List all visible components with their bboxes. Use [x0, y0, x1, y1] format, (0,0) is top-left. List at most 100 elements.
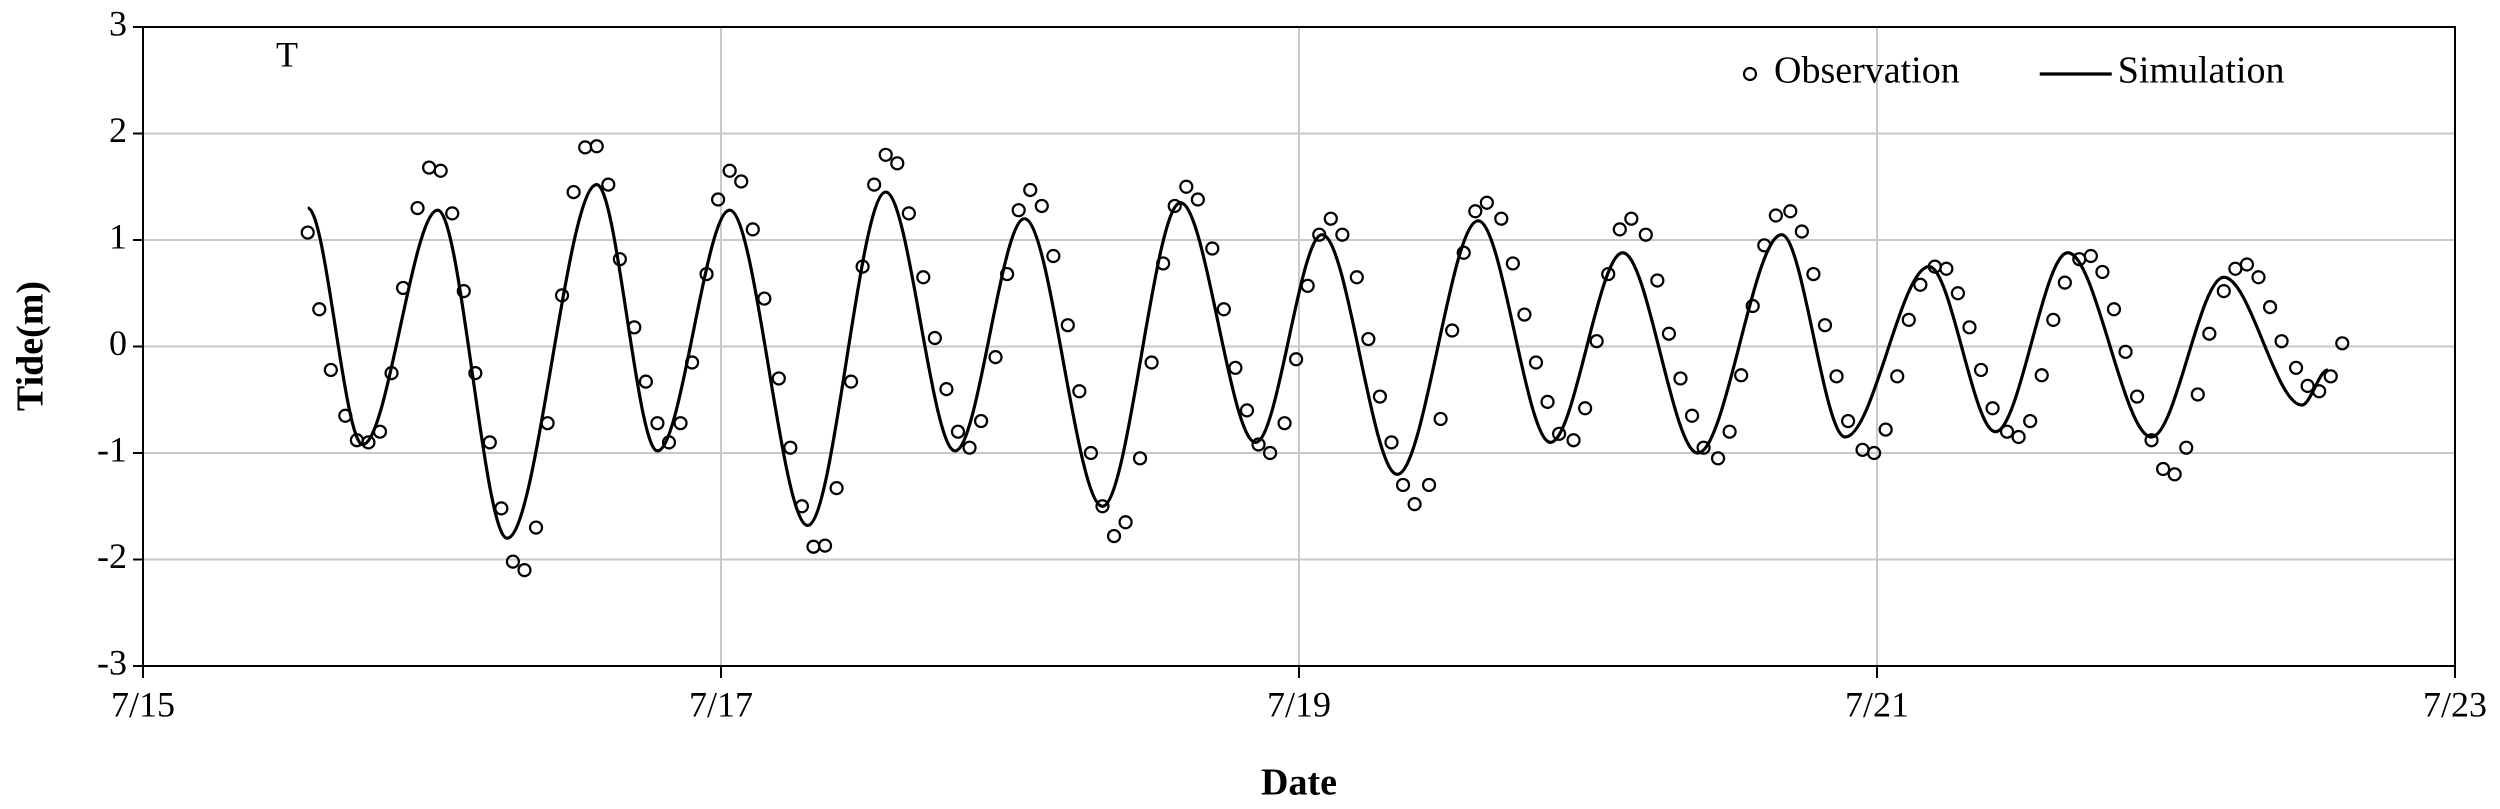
observation-point [410, 200, 425, 216]
observation-point [2144, 433, 2159, 448]
observation-point [1638, 227, 1653, 242]
observation-point [2057, 275, 2072, 290]
observation-point [2288, 360, 2304, 375]
y-tick-label: -3 [97, 642, 127, 682]
observation-point [1829, 369, 1844, 384]
legend-label: Simulation [2118, 50, 2285, 92]
observation-point [2239, 257, 2255, 272]
observation-point [1901, 312, 1916, 327]
observation-point [638, 374, 653, 389]
observation-point [1349, 270, 1364, 285]
observation-point [901, 206, 916, 221]
observation-point [2106, 302, 2122, 317]
observation-point [650, 416, 665, 431]
observation-point [817, 538, 833, 553]
observation-point [2323, 369, 2338, 384]
observation-point [1445, 323, 1460, 338]
observation-point [468, 366, 483, 381]
observation-point [2118, 344, 2133, 359]
observation-point [1190, 192, 1205, 207]
observation-point [361, 435, 376, 450]
observation-point [1589, 334, 1604, 349]
observation-point [1794, 224, 1809, 239]
observation-point [1083, 445, 1099, 461]
observation-point [1106, 528, 1122, 544]
observation-point [1323, 211, 1338, 226]
observation-point [1517, 307, 1532, 322]
observation-point [2156, 461, 2171, 477]
observation-point [745, 222, 760, 237]
observation-point [1468, 204, 1483, 219]
observation-point [1239, 403, 1255, 418]
y-tick-label: 3 [109, 3, 127, 43]
x-tick-label: 7/17 [689, 684, 753, 724]
observation-point [1661, 326, 1677, 341]
observation-point [1817, 318, 1833, 333]
observation-point [2202, 326, 2217, 341]
observation-point [1144, 355, 1159, 370]
observation-point [505, 554, 521, 569]
observation-point [1361, 331, 1376, 347]
observation-point [1095, 499, 1110, 514]
x-tick-label: 7/23 [2423, 684, 2487, 724]
observation-point [1768, 208, 1783, 223]
observation-point [783, 440, 798, 455]
y-tick-label: 2 [109, 110, 127, 150]
x-axis-title: Date [1261, 762, 1337, 804]
observation-point [1783, 204, 1798, 219]
observation-point [456, 284, 471, 299]
x-tick-label: 7/19 [1267, 684, 1331, 724]
observation-point [1950, 286, 1966, 301]
observation-point [1407, 497, 1422, 512]
observation-point [1734, 368, 1749, 383]
observation-point [601, 177, 616, 192]
observation-point [890, 156, 905, 171]
observation-point [1985, 401, 2000, 416]
observation-point [1072, 384, 1087, 399]
observation-point [1167, 198, 1182, 214]
observation-point [445, 206, 460, 221]
observation-point [1612, 222, 1627, 237]
observation-point [1433, 411, 1448, 427]
observation-point [1179, 179, 1194, 194]
observation-point [1011, 203, 1026, 218]
observation-point [1650, 273, 1665, 288]
observation-point [2262, 299, 2278, 315]
observation-point [1840, 413, 1856, 429]
observation-point [1710, 451, 1726, 466]
observation-point [1023, 182, 1038, 198]
observation-point [1878, 422, 1893, 437]
annotation: T [276, 34, 298, 74]
observation-point [1262, 445, 1278, 461]
observation-point [757, 291, 772, 306]
observation-point [300, 225, 315, 240]
observation-point [1962, 320, 1977, 335]
x-tick-label: 7/15 [111, 684, 175, 724]
observation-point [1118, 515, 1133, 530]
observation-point [927, 330, 942, 346]
observation-point [867, 177, 882, 192]
legend-marker [1742, 66, 1758, 82]
observation-point [1228, 360, 1243, 375]
observation-point [1046, 248, 1061, 264]
observation-point [1277, 416, 1292, 431]
observation-point [2095, 264, 2110, 280]
simulation-line [306, 183, 2329, 540]
observation-point [2167, 467, 2182, 482]
observation-point [312, 302, 327, 317]
observation-point [973, 413, 989, 429]
observation-point [673, 416, 688, 431]
observation-point [1867, 445, 1882, 461]
observation-point [2130, 389, 2145, 404]
observation-point [482, 435, 497, 450]
observation-point [2335, 336, 2350, 351]
observation-point [1684, 408, 1700, 423]
observation-point [2274, 334, 2289, 349]
observation-point [1421, 477, 1437, 493]
observation-point [1384, 435, 1399, 450]
observation-point [2228, 261, 2243, 276]
observation-point [2011, 429, 2026, 445]
observation-point [1890, 369, 1905, 384]
observation-point [2023, 413, 2038, 429]
